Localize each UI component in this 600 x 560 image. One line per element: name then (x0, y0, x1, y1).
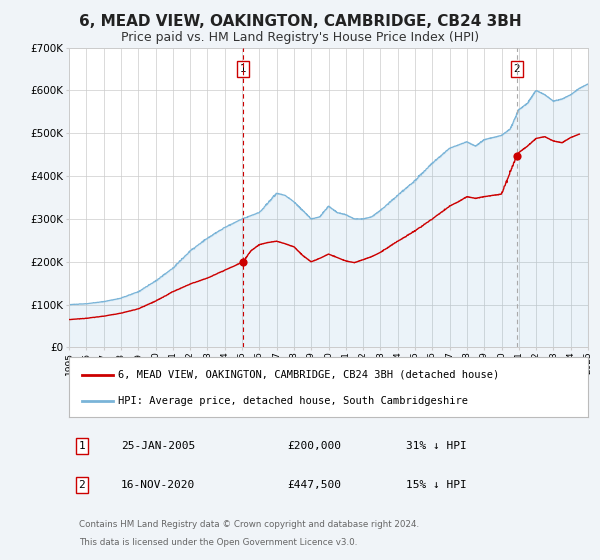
Text: 31% ↓ HPI: 31% ↓ HPI (406, 441, 467, 451)
Text: 1: 1 (240, 64, 247, 74)
Text: £447,500: £447,500 (287, 480, 341, 490)
Text: Contains HM Land Registry data © Crown copyright and database right 2024.: Contains HM Land Registry data © Crown c… (79, 520, 419, 529)
Text: This data is licensed under the Open Government Licence v3.0.: This data is licensed under the Open Gov… (79, 538, 358, 547)
Text: £200,000: £200,000 (287, 441, 341, 451)
Text: 6, MEAD VIEW, OAKINGTON, CAMBRIDGE, CB24 3BH: 6, MEAD VIEW, OAKINGTON, CAMBRIDGE, CB24… (79, 14, 521, 29)
Text: 1: 1 (79, 441, 85, 451)
Text: 16-NOV-2020: 16-NOV-2020 (121, 480, 195, 490)
Text: Price paid vs. HM Land Registry's House Price Index (HPI): Price paid vs. HM Land Registry's House … (121, 31, 479, 44)
Point (512, 151, 521, 160)
Text: 6, MEAD VIEW, OAKINGTON, CAMBRIDGE, CB24 3BH (detached house): 6, MEAD VIEW, OAKINGTON, CAMBRIDGE, CB24… (118, 370, 500, 380)
Point (238, 257, 248, 266)
Text: 2: 2 (79, 480, 85, 490)
Text: 15% ↓ HPI: 15% ↓ HPI (406, 480, 467, 490)
Text: 2: 2 (514, 64, 520, 74)
Text: HPI: Average price, detached house, South Cambridgeshire: HPI: Average price, detached house, Sout… (118, 396, 469, 406)
Text: 25-JAN-2005: 25-JAN-2005 (121, 441, 195, 451)
